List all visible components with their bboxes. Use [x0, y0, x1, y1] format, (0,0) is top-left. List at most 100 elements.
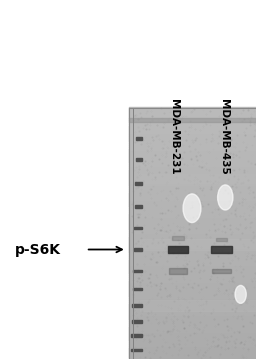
Bar — [129, 300, 256, 302]
Bar — [129, 130, 256, 133]
Bar — [129, 235, 256, 238]
Bar — [129, 251, 256, 254]
Bar — [129, 147, 256, 150]
Bar — [129, 283, 256, 286]
Bar — [129, 295, 256, 298]
Bar — [129, 182, 256, 185]
Bar — [129, 176, 256, 179]
Bar — [129, 118, 256, 122]
Bar — [134, 227, 142, 229]
Bar — [129, 208, 256, 210]
Bar — [129, 187, 256, 190]
Bar — [129, 222, 256, 225]
Bar — [129, 149, 256, 152]
Bar — [129, 145, 256, 148]
Bar — [140, 239, 256, 250]
Bar — [129, 120, 256, 122]
Bar — [129, 117, 256, 120]
Bar — [136, 158, 142, 161]
Bar — [129, 126, 256, 129]
Bar — [129, 289, 256, 292]
Bar — [129, 291, 256, 294]
Bar — [129, 325, 256, 327]
Bar — [129, 344, 256, 346]
Bar — [129, 268, 256, 271]
Bar — [129, 199, 256, 202]
Bar — [129, 323, 256, 326]
Bar — [129, 191, 256, 194]
Bar — [129, 216, 256, 219]
Bar — [129, 285, 256, 288]
Bar — [129, 178, 256, 181]
Bar — [129, 327, 256, 330]
Bar — [129, 270, 256, 273]
Bar — [129, 264, 256, 267]
Bar — [129, 159, 256, 162]
Bar — [135, 182, 142, 185]
Bar — [129, 337, 256, 340]
Bar — [129, 205, 256, 208]
Bar — [129, 306, 256, 309]
Bar — [129, 329, 256, 332]
Bar — [129, 195, 256, 198]
Bar — [129, 122, 256, 125]
Bar — [129, 180, 256, 183]
Bar — [129, 113, 256, 116]
Bar — [129, 260, 256, 263]
Bar — [129, 228, 256, 231]
Bar — [129, 155, 256, 158]
Bar — [129, 224, 256, 227]
Bar — [129, 333, 256, 336]
Bar — [129, 128, 256, 131]
Bar — [129, 331, 256, 334]
Bar — [129, 275, 256, 277]
Bar — [129, 189, 256, 191]
Bar — [129, 316, 256, 319]
Bar — [129, 164, 256, 166]
Bar — [129, 162, 256, 164]
Bar — [129, 293, 256, 296]
Bar — [129, 107, 256, 110]
Bar — [129, 352, 256, 355]
Bar — [129, 210, 256, 213]
Bar — [129, 356, 256, 359]
Bar — [131, 349, 142, 351]
Bar — [129, 157, 256, 160]
Text: MDA-MB-435: MDA-MB-435 — [219, 99, 229, 174]
Bar — [129, 201, 256, 204]
Bar — [129, 212, 256, 214]
Bar — [129, 153, 256, 156]
Bar — [129, 245, 256, 248]
Bar — [216, 238, 227, 241]
Bar — [132, 320, 142, 323]
Bar — [133, 270, 142, 272]
Bar — [129, 354, 256, 357]
Bar — [129, 151, 256, 154]
Bar — [133, 288, 142, 290]
Bar — [129, 109, 256, 112]
Bar — [129, 258, 256, 261]
Bar — [129, 304, 256, 307]
Bar — [129, 346, 256, 349]
Bar — [129, 226, 256, 229]
Bar — [169, 269, 187, 274]
Bar — [129, 241, 256, 244]
Bar — [129, 310, 256, 313]
Bar — [129, 262, 256, 265]
Bar — [129, 266, 256, 269]
Bar — [129, 243, 256, 246]
Bar — [129, 321, 256, 323]
Bar — [129, 279, 256, 281]
Bar — [172, 236, 184, 240]
Bar — [129, 230, 256, 233]
Bar — [129, 203, 256, 206]
Bar — [129, 298, 256, 300]
Bar — [129, 239, 256, 242]
Ellipse shape — [235, 285, 246, 303]
Bar — [129, 185, 256, 187]
Bar — [129, 340, 256, 342]
Text: p-S6K: p-S6K — [15, 243, 61, 256]
Bar — [129, 250, 256, 252]
Bar — [136, 137, 142, 140]
Bar — [129, 165, 256, 168]
